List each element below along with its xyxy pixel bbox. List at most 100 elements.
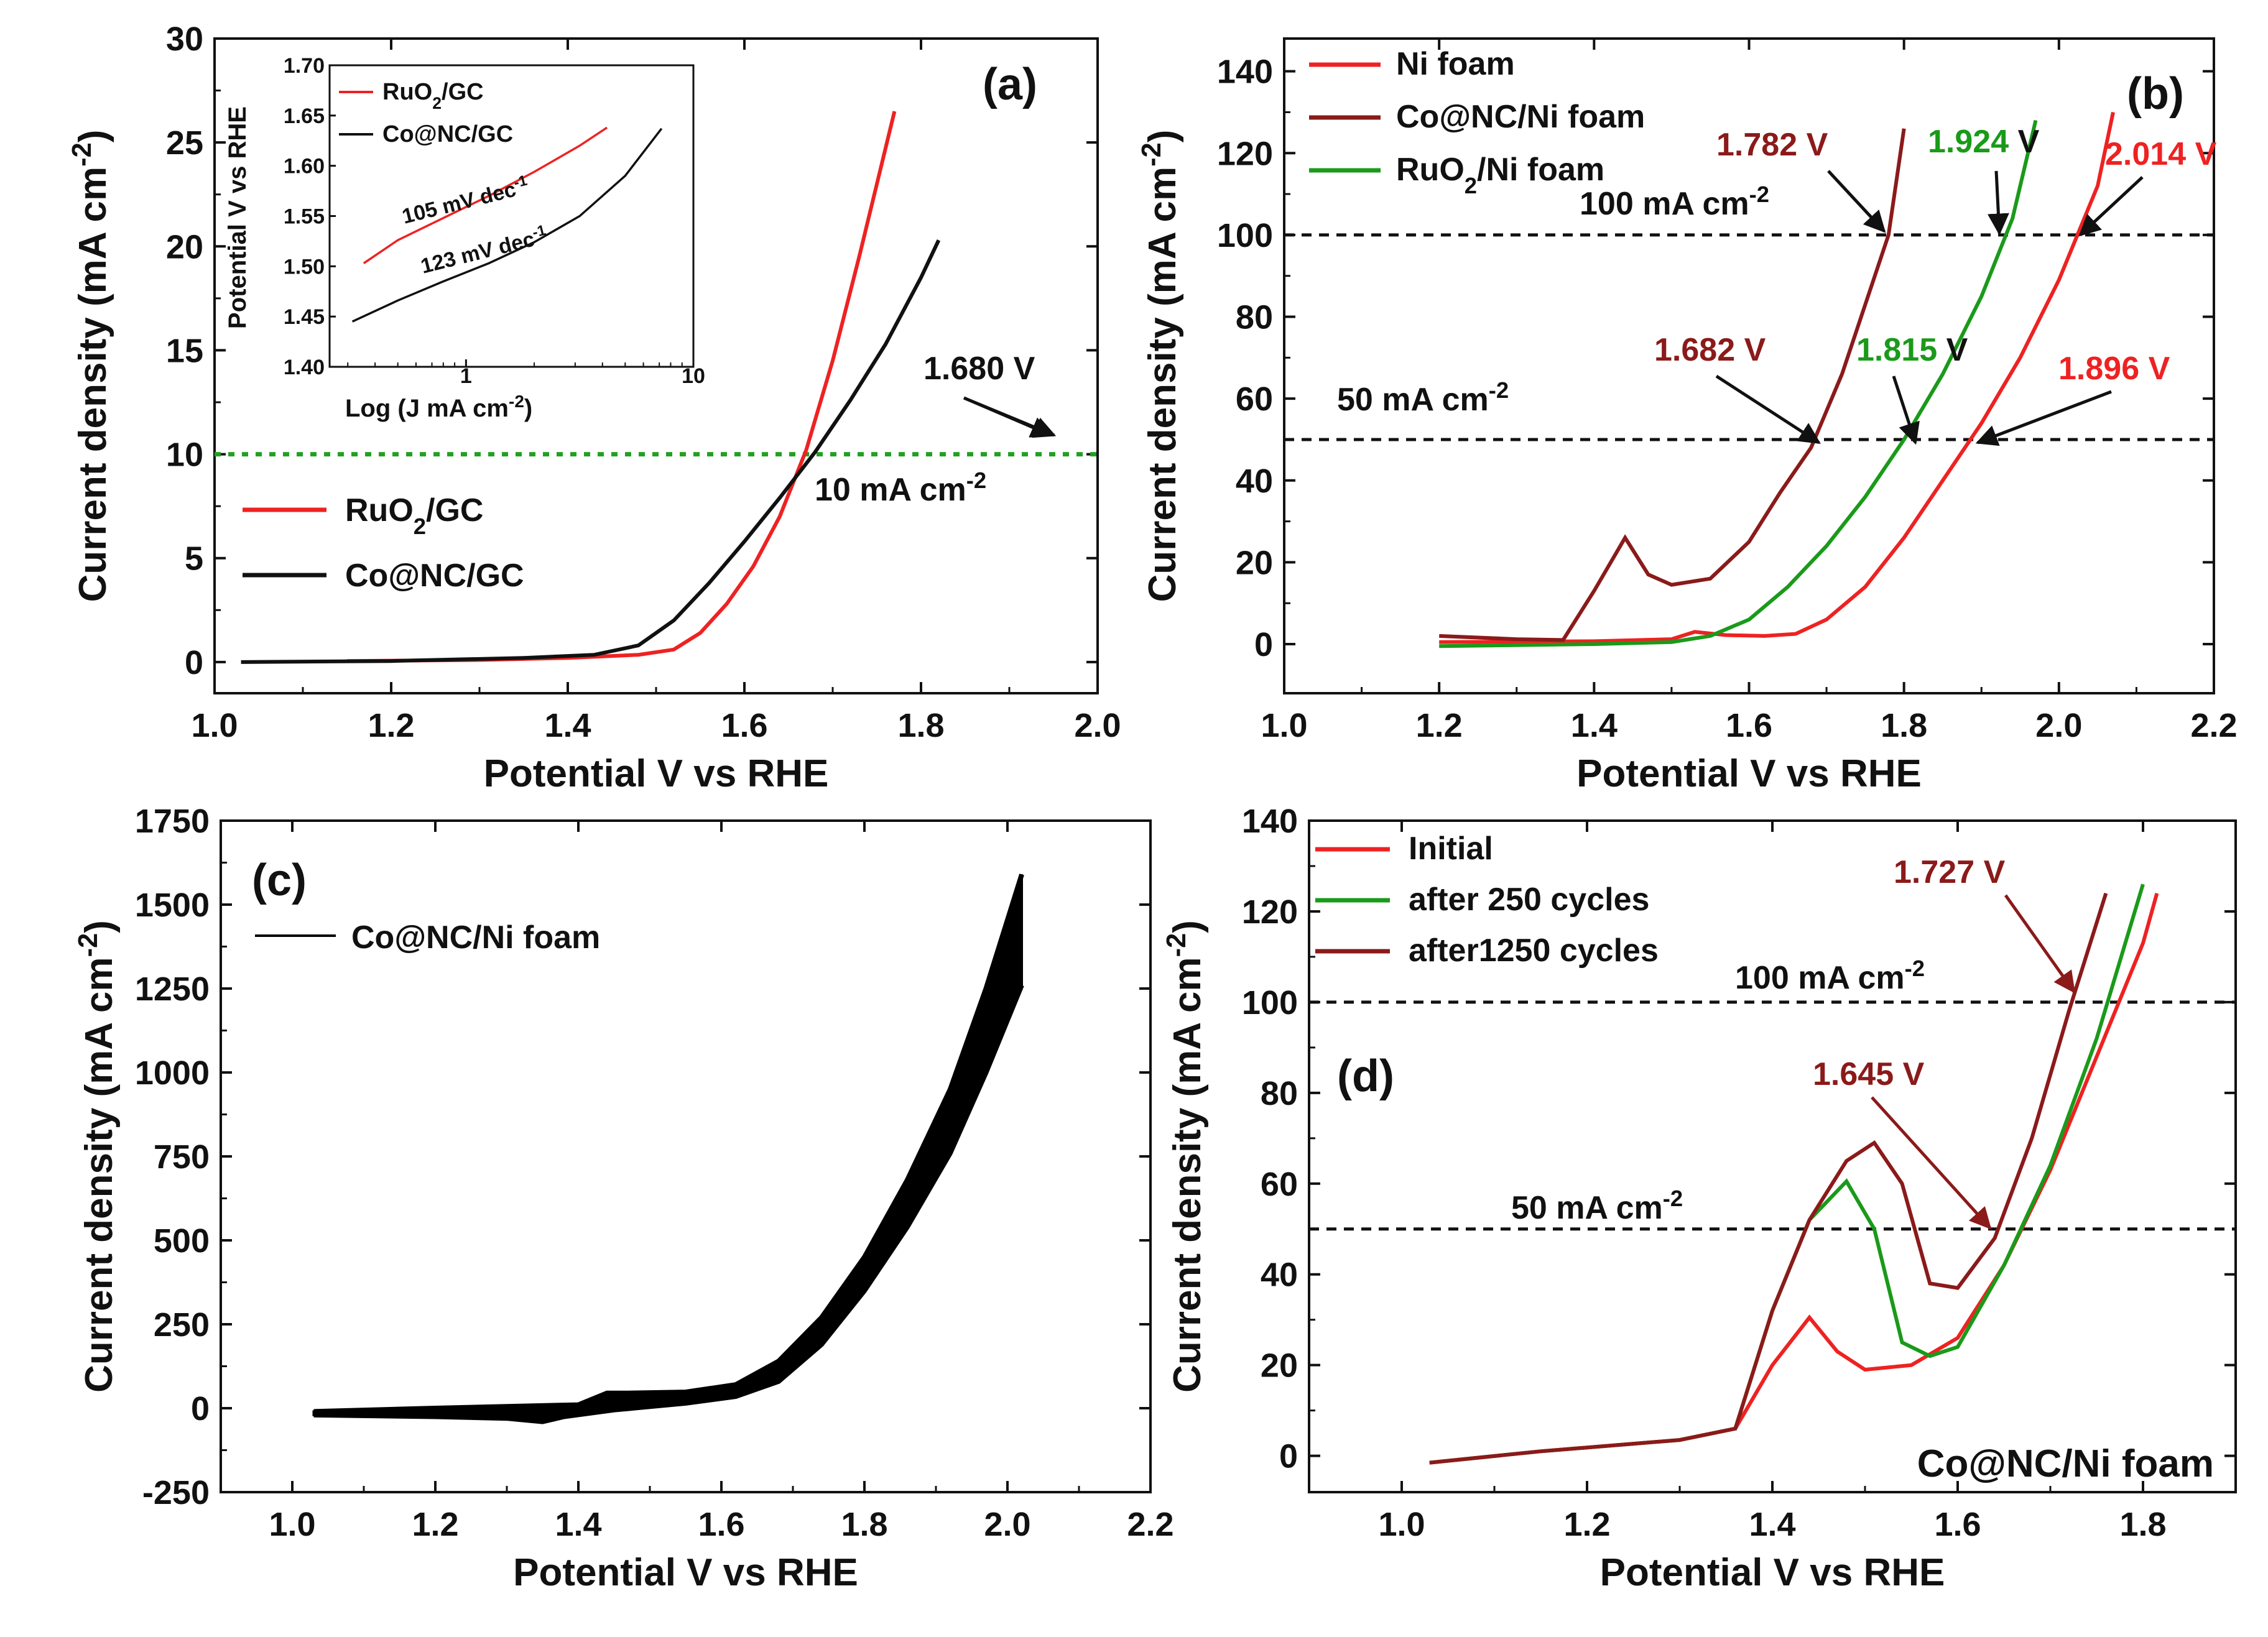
x-tick-label: 2.2 xyxy=(2190,707,2237,744)
x-tick-label: 1.8 xyxy=(841,1506,887,1543)
x-tick-label: 2.2 xyxy=(1127,1506,1173,1543)
x-tick-label: 1.2 xyxy=(1563,1506,1610,1543)
y-axis-label: Current density (mA cm-2) xyxy=(1137,130,1184,602)
legend-label: Co@NC/Ni foam xyxy=(351,920,600,956)
annotation-value: 1.815 V xyxy=(1856,332,1968,368)
x-tick-label: 1.0 xyxy=(191,707,238,744)
y-tick-label: 5 xyxy=(185,540,203,578)
y-tick-label: 1750 xyxy=(135,803,210,840)
x-tick-label: 2.0 xyxy=(984,1506,1030,1543)
x-axis-label: Potential V vs RHE xyxy=(513,1551,858,1594)
series-line xyxy=(1439,111,2115,644)
panel-c: 1.0 1.2 1.4 1.6 1.8 2.0 2.2 -250 0 250 500 750 1000 1… xyxy=(73,803,1174,1594)
annotation-current: 100 mA cm-2 xyxy=(1580,182,1769,223)
x-tick-label: 2.0 xyxy=(1074,707,1121,744)
x-axis-label: Potential V vs RHE xyxy=(1600,1551,1945,1594)
x-tick-label: 1.2 xyxy=(1416,707,1463,744)
annotation-value: 1.782 V xyxy=(1716,127,1828,163)
y-tick-label: 100 xyxy=(1217,217,1273,254)
y-tick-label: 120 xyxy=(1217,135,1273,172)
y-axis-label: Current density (mA cm-2) xyxy=(1162,920,1209,1393)
cv-band xyxy=(312,874,1023,1423)
inset-y-tick-label: 1.55 xyxy=(284,205,325,229)
inset-y-tick-label: 1.70 xyxy=(284,54,325,78)
legend-label: RuO2/GC xyxy=(345,492,483,539)
annotation-arrow xyxy=(1827,170,1886,233)
y-tick-label: 0 xyxy=(185,644,203,681)
x-tick-label: 1.8 xyxy=(1881,707,1927,744)
annotation-arrow xyxy=(963,396,1053,438)
annotation-current: 50 mA cm-2 xyxy=(1337,377,1509,418)
inset-x-axis-label: Log (J mA cm-2) xyxy=(345,392,532,423)
panel-b: 1.0 1.2 1.4 1.6 1.8 2.0 2.2 0 20 40 60 80 100 120 140 P… xyxy=(1137,37,2238,795)
y-tick-label: 250 xyxy=(154,1306,210,1344)
series-line xyxy=(1439,119,2038,648)
inset-x-tick-label: 10 xyxy=(682,364,705,388)
inset-frame xyxy=(328,64,695,368)
x-tick-label: 1.0 xyxy=(269,1506,315,1543)
x-tick-label: 1.6 xyxy=(1934,1506,1981,1543)
legend-label: after1250 cycles xyxy=(1409,933,1659,969)
series-line xyxy=(1429,892,2108,1465)
x-tick-label: 2.0 xyxy=(2035,707,2082,744)
panel-a: 1.0 1.2 1.4 1.6 1.8 2.0 0 5 10 15 20 25 30 Potential … xyxy=(67,21,1121,795)
x-axis-label: Potential V vs RHE xyxy=(1576,752,1922,795)
y-tick-label: 0 xyxy=(1279,1438,1298,1475)
panel-label: (c) xyxy=(252,855,307,905)
y-tick-label: 40 xyxy=(1236,463,1273,500)
annotation-arrow xyxy=(1871,1096,1992,1230)
x-tick-label: 1.0 xyxy=(1378,1506,1425,1543)
y-tick-label: 0 xyxy=(1254,626,1273,663)
inset-y-axis-label: Potential V vs RHE xyxy=(224,106,251,329)
legend-label: Ni foam xyxy=(1396,46,1515,82)
x-tick-label: 1.0 xyxy=(1261,707,1307,744)
y-tick-label: 20 xyxy=(1236,544,1273,581)
y-tick-label: 0 xyxy=(191,1390,210,1427)
annotation-value: 1.924 V xyxy=(1928,124,2040,160)
inset-y-tick-label: 1.65 xyxy=(284,104,325,128)
inset-legend-label: RuO2/GC xyxy=(382,79,484,113)
y-tick-label: -250 xyxy=(142,1474,210,1511)
panel-d: 1.0 1.2 1.4 1.6 1.8 0 20 40 60 80 100 120 140 Potenti… xyxy=(1162,803,2237,1594)
legend-label: after 250 cycles xyxy=(1409,882,1649,918)
y-tick-label: 1500 xyxy=(135,887,210,924)
x-tick-label: 1.4 xyxy=(544,707,591,744)
panel-label: (d) xyxy=(1337,1051,1394,1101)
x-tick-label: 1.6 xyxy=(721,707,767,744)
annotation-value: 1.682 V xyxy=(1654,332,1766,368)
x-tick-label: 1.8 xyxy=(897,707,944,744)
inset-legend-label: Co@NC/GC xyxy=(382,121,513,147)
annotation-arrow xyxy=(1715,374,1821,445)
annotation-value: 2.014 V xyxy=(2105,136,2217,172)
y-axis-label: Current density (mA cm-2) xyxy=(67,130,114,602)
inset-y-tick-label: 1.50 xyxy=(284,255,325,279)
x-tick-label: 1.8 xyxy=(2119,1506,2166,1543)
annotation-sample: Co@NC/Ni foam xyxy=(1917,1442,2214,1485)
annotation-value: 1.645 V xyxy=(1813,1056,1925,1092)
y-tick-label: 140 xyxy=(1217,53,1273,91)
annotation-current: 50 mA cm-2 xyxy=(1511,1186,1683,1227)
series-line xyxy=(313,984,1024,1424)
y-axis-label: Current density (mA cm-2) xyxy=(73,920,121,1393)
annotation-arrow xyxy=(1987,170,2009,236)
legend-label: Co@NC/GC xyxy=(345,558,524,594)
x-tick-label: 1.6 xyxy=(1726,707,1772,744)
annotation-arrow xyxy=(1892,376,1920,445)
annotation-arrow xyxy=(2004,894,2076,994)
y-tick-label: 80 xyxy=(1261,1075,1298,1112)
annotation-arrow xyxy=(2078,176,2144,237)
y-tick-label: 60 xyxy=(1236,380,1273,418)
y-tick-label: 10 xyxy=(166,436,203,474)
y-tick-label: 80 xyxy=(1236,299,1273,336)
x-tick-label: 1.4 xyxy=(1749,1506,1795,1543)
inset: 1.40 1.45 1.50 1.55 1.60 1.65 1.70 1 10 RuO2/GC Co… xyxy=(224,54,705,422)
inset-series-line xyxy=(351,127,663,323)
inset-series-line xyxy=(363,126,608,264)
y-tick-label: 60 xyxy=(1261,1166,1298,1203)
x-axis-label: Potential V vs RHE xyxy=(484,752,829,795)
x-tick-label: 1.2 xyxy=(412,1506,458,1543)
legend-label: Initial xyxy=(1409,831,1493,867)
y-tick-label: 25 xyxy=(166,124,203,162)
y-tick-label: 15 xyxy=(166,332,203,369)
annotation-value: 1.727 V xyxy=(1894,854,2006,890)
